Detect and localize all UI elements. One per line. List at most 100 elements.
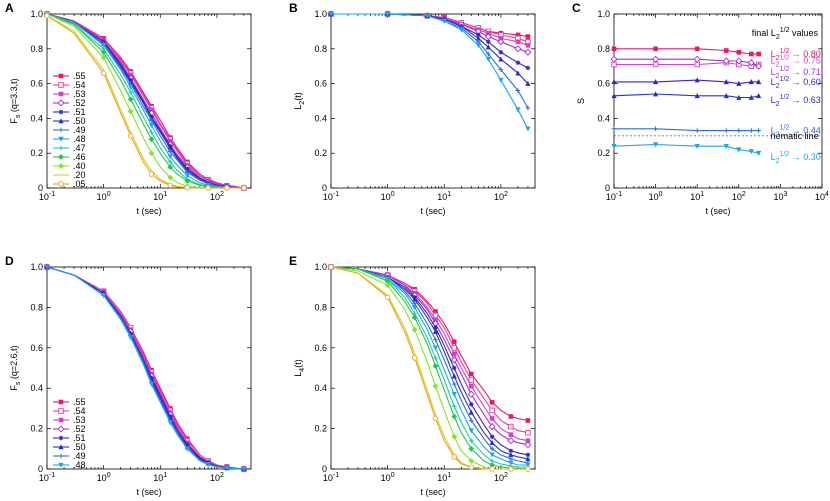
- y-axis-label: L4(t): [293, 359, 306, 376]
- legend-marker: [58, 453, 64, 459]
- final-value-label: L21/2 → 0.63: [771, 94, 821, 108]
- data-point: [411, 355, 418, 361]
- data-point: [167, 164, 174, 171]
- data-point: [497, 38, 505, 46]
- data-point: [736, 94, 742, 100]
- data-point: [694, 46, 700, 52]
- y-tick-label: 1.0: [314, 262, 327, 272]
- plot-frame: [330, 13, 536, 189]
- final-value-label: L21/2 → 0.30: [771, 151, 821, 165]
- data-point: [515, 39, 521, 45]
- legend-marker: [58, 435, 64, 441]
- data-point: [412, 305, 418, 311]
- panel-e: E 10-1 100 101 102 0 0.2 0.4 0.6 0.8 1.0 t (sec) L4(…: [289, 254, 536, 497]
- data-point: [458, 27, 464, 33]
- legend-label: .52: [73, 424, 86, 434]
- data-point: [755, 62, 763, 70]
- data-point: [128, 84, 134, 90]
- data-point: [722, 57, 730, 65]
- x-tick-label: 101: [153, 472, 167, 483]
- data-point: [735, 57, 743, 65]
- y-tick-label: 0.6: [597, 79, 610, 89]
- data-point: [411, 326, 418, 333]
- y-tick-label: 0.4: [30, 383, 43, 393]
- data-point: [748, 149, 754, 155]
- data-point: [723, 79, 729, 85]
- data-point: [128, 335, 134, 341]
- data-point: [736, 49, 742, 55]
- legend-label: .20: [73, 170, 86, 180]
- series-line: [613, 143, 759, 154]
- data-point: [451, 339, 457, 345]
- series-line: [331, 13, 529, 84]
- series-p48: [328, 264, 531, 468]
- y-tick-label: 0.8: [30, 302, 43, 312]
- y-tick-label: 0.6: [30, 79, 43, 89]
- data-point: [525, 126, 531, 132]
- data-point: [723, 92, 729, 99]
- legend-label: .50: [73, 116, 86, 126]
- legend-marker: [57, 425, 65, 433]
- final-value-label: L21/2 → 0.60: [771, 76, 821, 90]
- data-point: [148, 381, 155, 387]
- data-point: [489, 439, 495, 446]
- x-axis-label: t (sec): [136, 487, 161, 497]
- data-point: [508, 466, 514, 472]
- legend-marker: [58, 154, 64, 160]
- data-point: [489, 434, 495, 439]
- series-line: [330, 266, 529, 460]
- data-point: [432, 383, 439, 390]
- data-point: [128, 90, 133, 95]
- y-tick-label: 0.8: [314, 302, 327, 312]
- x-tick-label: 101: [690, 191, 704, 202]
- data-point: [411, 314, 418, 321]
- x-axis-label: t (sec): [420, 487, 445, 497]
- data-point: [384, 278, 391, 285]
- series-p40: [328, 264, 531, 472]
- y-tick-label: 0.2: [30, 424, 43, 434]
- data-point: [611, 79, 617, 85]
- y-tick-label: 0.2: [30, 148, 43, 158]
- data-point: [507, 437, 515, 445]
- data-point: [328, 264, 334, 270]
- data-point: [515, 60, 521, 66]
- panel-c: C 10-1 100 101 102 103 104 0 0.2 0.4 0.6 0.8 1.0 t (s…: [572, 1, 829, 216]
- series-p51: [611, 77, 762, 86]
- data-point: [486, 51, 491, 57]
- data-point: [515, 107, 521, 113]
- legend-label: .51: [73, 107, 86, 117]
- data-point: [468, 402, 474, 407]
- data-point: [468, 458, 475, 464]
- y-tick-label: 0.4: [314, 383, 327, 393]
- series-p46: [328, 264, 531, 472]
- data-point: [384, 294, 391, 301]
- data-point: [468, 445, 475, 452]
- data-point: [432, 328, 439, 334]
- data-point: [756, 51, 761, 57]
- y-tick-label: 0.8: [314, 44, 327, 54]
- data-point: [451, 404, 457, 409]
- series-p48: [328, 11, 531, 132]
- data-point: [723, 128, 729, 133]
- data-point: [451, 351, 457, 357]
- data-point: [489, 466, 495, 472]
- x-tick-label: 101: [437, 472, 451, 483]
- data-point: [433, 337, 438, 343]
- data-point: [611, 92, 617, 99]
- x-axis-label: t (sec): [136, 206, 161, 216]
- data-point: [489, 407, 495, 414]
- legend-marker: [58, 136, 64, 142]
- y-axis-label: S: [576, 98, 586, 104]
- legend-label: .47: [73, 143, 86, 153]
- data-point: [525, 452, 531, 458]
- x-tick-label: 101: [153, 191, 167, 202]
- data-point: [412, 301, 417, 306]
- y-tick-label: 0: [38, 183, 43, 193]
- y-tick-label: 0: [605, 183, 610, 193]
- data-point: [747, 59, 755, 67]
- x-tick-label: 102: [210, 191, 224, 202]
- y-tick-label: 0.6: [314, 79, 327, 89]
- data-point: [749, 128, 754, 133]
- data-point: [488, 423, 496, 431]
- data-point: [468, 377, 475, 383]
